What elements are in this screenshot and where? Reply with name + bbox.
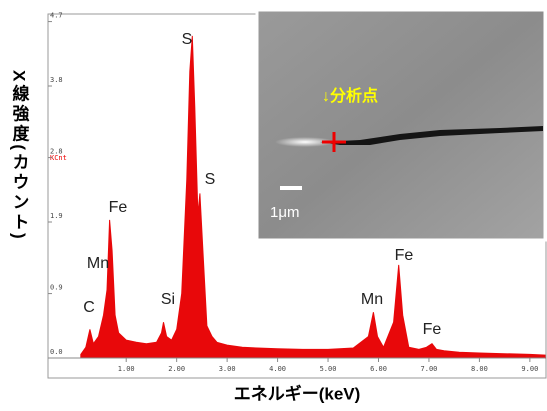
sem-inset: ↓分析点 1μm [257,10,545,240]
peak-label: Si [161,291,175,308]
sem-image [257,10,545,240]
x-tick-label: 3.00 [219,365,236,373]
x-tick-label: 5.00 [320,365,337,373]
y-tick-label: 3.8 [50,76,63,84]
peak-label: S [182,31,193,48]
chart: KCnt X線強度(カウント) エネルギー(keV) 0.00.91.92.83… [0,0,547,406]
x-tick-label: 4.00 [269,365,286,373]
x-axis-label: エネルギー(keV) [234,384,361,403]
x-tick-label: 6.00 [370,365,387,373]
scale-label: 1μm [270,204,299,221]
y-tick-label: 0.0 [50,348,63,356]
x-tick-label: 7.00 [421,365,438,373]
x-tick-label: 9.00 [521,365,538,373]
peak-label: Fe [423,321,442,338]
y-tick-label: 4.7 [50,12,63,20]
peak-label: Mn [361,291,383,308]
x-tick-label: 8.00 [471,365,488,373]
peak-label: S [205,171,216,188]
peak-label: Fe [395,247,414,264]
peak-label: Fe [109,199,128,216]
x-tick-label: 1.00 [118,365,135,373]
y-tick-label: 2.8 [50,148,63,156]
y-tick-label: 1.9 [50,212,63,220]
y-tick-label: 0.9 [50,284,63,292]
peak-label: Mn [87,255,109,272]
marker-label: ↓分析点 [322,86,378,105]
peak-label: C [83,299,95,316]
scale-bar [280,186,302,190]
x-tick-label: 2.00 [168,365,185,373]
y-axis-label: X線強度(カウント) [10,70,30,242]
